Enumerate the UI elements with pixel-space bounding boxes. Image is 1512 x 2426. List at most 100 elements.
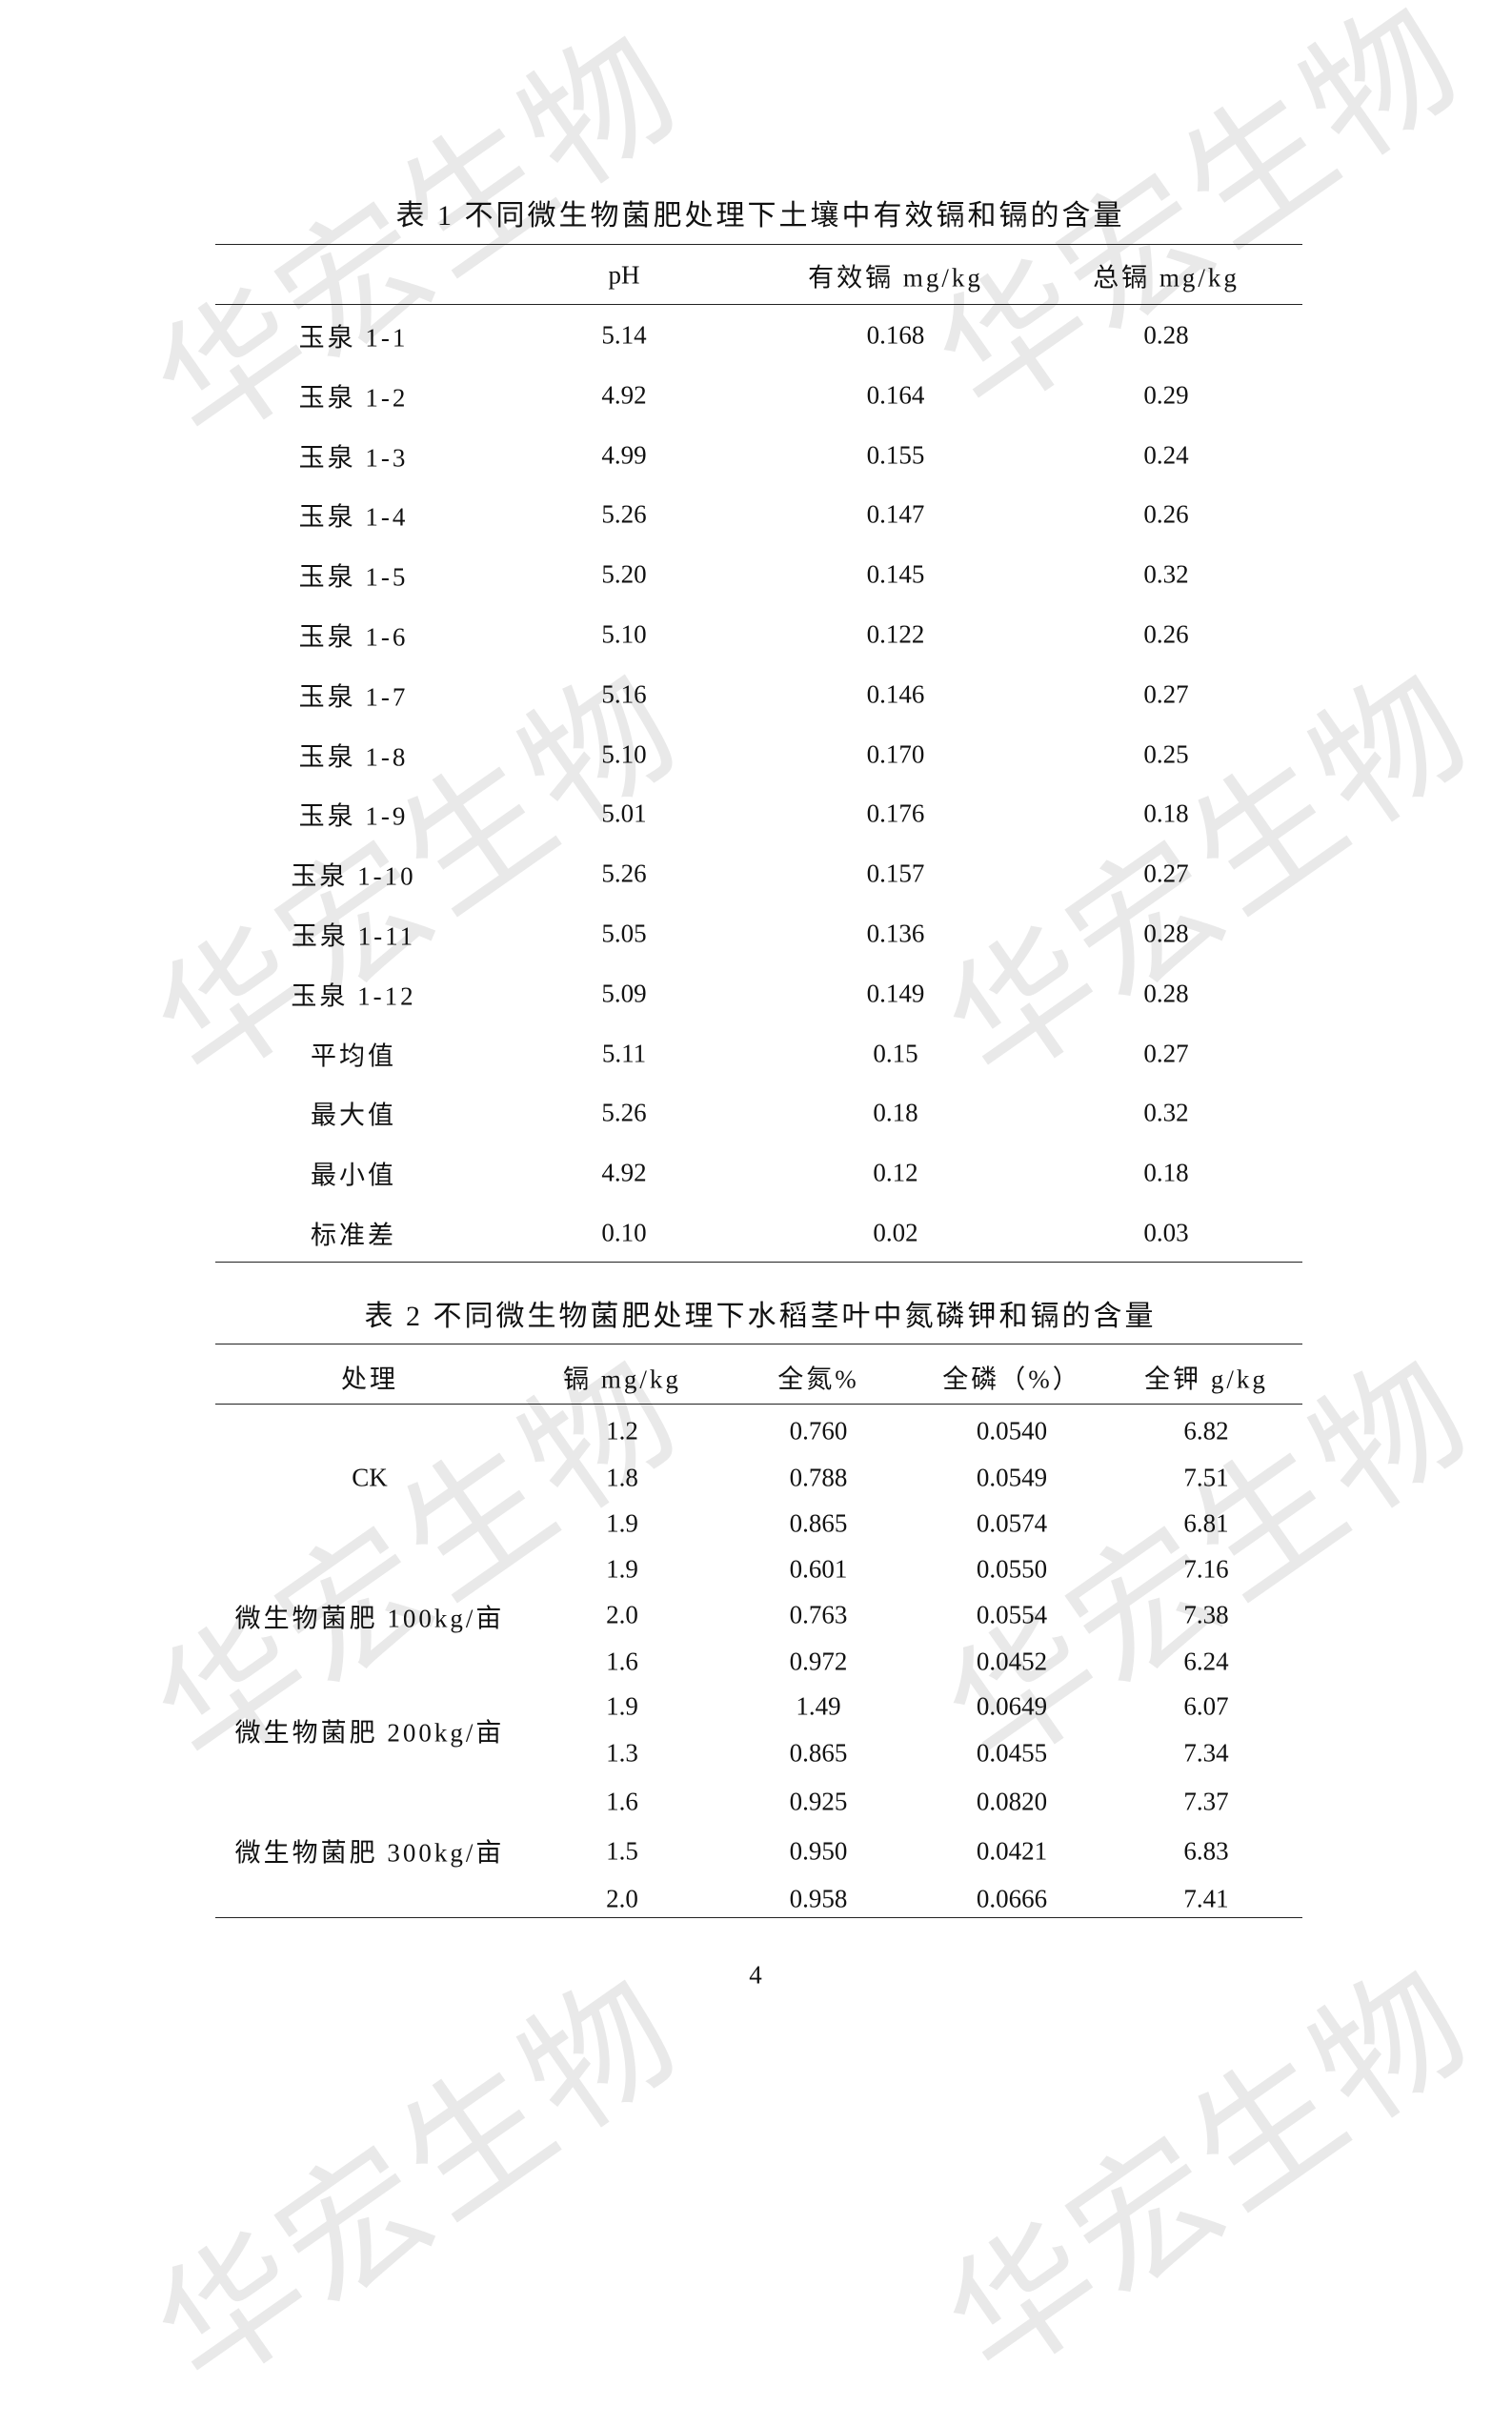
table2-cell: 1.2 — [606, 1416, 638, 1445]
table2-cell: 7.41 — [1183, 1884, 1229, 1913]
table2-cell: 7.16 — [1183, 1554, 1229, 1584]
table2-cell: 1.5 — [606, 1836, 638, 1866]
table1-cell: 0.28 — [1143, 320, 1189, 350]
watermark: 华宏生物 — [128, 0, 711, 476]
table1-cell: 玉泉 1-11 — [291, 921, 416, 951]
table1-cell: 0.27 — [1143, 679, 1189, 709]
table1-cell: 4.99 — [601, 440, 647, 470]
table2-cell: 0.760 — [789, 1416, 848, 1445]
table2-header-cell: 处理 — [341, 1365, 398, 1394]
table1-cell: 5.26 — [601, 499, 647, 529]
table1-cell: 0.27 — [1143, 1039, 1189, 1068]
table1-cell: 5.10 — [601, 619, 647, 649]
table1-cell: 标准差 — [311, 1221, 396, 1250]
table1-cell: 0.147 — [866, 499, 925, 529]
table1-cell: 玉泉 1-12 — [291, 981, 416, 1011]
table1-cell: 0.28 — [1143, 979, 1189, 1008]
watermark: 华宏生物 — [918, 1933, 1502, 2411]
table1-cell: 5.10 — [601, 739, 647, 769]
table1-cell: 0.26 — [1143, 499, 1189, 529]
table1-cell: 0.122 — [866, 619, 925, 649]
table1-cell: 0.25 — [1143, 739, 1189, 769]
table1-cell: 5.16 — [601, 679, 647, 709]
table2-cell: 1.9 — [606, 1691, 638, 1721]
table1-cell: 0.28 — [1143, 919, 1189, 948]
table1-cell: 0.02 — [873, 1218, 918, 1247]
table1-cell: 0.03 — [1143, 1218, 1189, 1247]
table2-cell: 6.24 — [1183, 1647, 1229, 1676]
table1-title: 表 1 不同微生物菌肥处理下土壤中有效镉和镉的含量 — [395, 200, 1125, 232]
table2-cell: 0.0452 — [976, 1647, 1048, 1676]
table1-header-cell: pH — [608, 260, 640, 290]
table1-cell: 玉泉 1-4 — [298, 502, 409, 532]
table1-cell: 0.24 — [1143, 440, 1189, 470]
table1-cell: 0.32 — [1143, 1098, 1189, 1127]
table2-header-rule — [215, 1404, 1302, 1405]
table1-cell: 4.92 — [601, 380, 647, 410]
table1-header-rule — [215, 304, 1302, 305]
table2-header-cell: 全磷（%） — [942, 1365, 1081, 1394]
table2-cell: 0.865 — [789, 1738, 848, 1768]
table2-cell: 0.0574 — [976, 1508, 1048, 1538]
table1-cell: 0.168 — [866, 320, 925, 350]
table2-cell: 0.0820 — [976, 1787, 1048, 1816]
watermark: 华宏生物 — [918, 637, 1502, 1115]
table2-group-label: CK — [352, 1463, 388, 1491]
table1-cell: 最小值 — [311, 1161, 396, 1190]
table1-cell: 0.149 — [866, 979, 925, 1008]
table2-cell: 0.925 — [789, 1787, 848, 1816]
table1-header-cell: 总镉 mg/kg — [1093, 263, 1240, 293]
table1-cell: 0.10 — [601, 1218, 647, 1247]
table2-bottom-rule — [215, 1917, 1302, 1918]
table1-cell: 0.145 — [866, 559, 925, 589]
table2-cell: 0.0550 — [976, 1554, 1048, 1584]
table2-cell: 7.34 — [1183, 1738, 1229, 1768]
table2-group-label: 微生物菌肥 200kg/亩 — [234, 1718, 505, 1747]
table2-cell: 0.865 — [789, 1508, 848, 1538]
table1-top-rule — [215, 244, 1302, 245]
table1-cell: 玉泉 1-5 — [298, 562, 409, 592]
table2-cell: 1.3 — [606, 1738, 638, 1768]
table1-cell: 5.01 — [601, 799, 647, 828]
table2-cell: 1.6 — [606, 1787, 638, 1816]
table1-cell: 0.12 — [873, 1158, 918, 1187]
table2-cell: 0.763 — [789, 1600, 848, 1629]
table1-bottom-rule — [215, 1262, 1302, 1263]
table1-cell: 5.05 — [601, 919, 647, 948]
table1-cell: 0.176 — [866, 799, 925, 828]
table2-cell: 0.958 — [789, 1884, 848, 1913]
table1-cell: 0.27 — [1143, 859, 1189, 888]
table2-cell: 6.07 — [1183, 1691, 1229, 1721]
table1-cell: 5.09 — [601, 979, 647, 1008]
table2-cell: 0.0666 — [976, 1884, 1048, 1913]
table2-cell: 0.0554 — [976, 1600, 1048, 1629]
table1-cell: 0.29 — [1143, 380, 1189, 410]
table1-cell: 0.170 — [866, 739, 925, 769]
table2-cell: 7.38 — [1183, 1600, 1229, 1629]
table2-group-label: 微生物菌肥 100kg/亩 — [234, 1604, 505, 1632]
table1-cell: 0.164 — [866, 380, 925, 410]
table2-cell: 2.0 — [606, 1600, 638, 1629]
table1-cell: 0.155 — [866, 440, 925, 470]
table1-cell: 玉泉 1-1 — [298, 323, 409, 353]
table2-header-cell: 全钾 g/kg — [1144, 1365, 1268, 1394]
table1-cell: 0.15 — [873, 1039, 918, 1068]
table1-cell: 0.18 — [1143, 799, 1189, 828]
table1-cell: 玉泉 1-3 — [298, 443, 409, 473]
table1-cell: 玉泉 1-6 — [298, 622, 409, 652]
table2-header-cell: 全氮% — [777, 1365, 859, 1394]
table2-group-label: 微生物菌肥 300kg/亩 — [234, 1838, 505, 1868]
table2-cell: 7.37 — [1183, 1787, 1229, 1816]
table2-cell: 1.49 — [796, 1691, 841, 1721]
watermark: 华宏生物 — [128, 1943, 711, 2420]
table2-cell: 7.51 — [1183, 1463, 1229, 1492]
table2-cell: 0.788 — [789, 1463, 848, 1492]
table2-cell: 1.8 — [606, 1463, 638, 1492]
table1-cell: 4.92 — [601, 1158, 647, 1187]
table1-cell: 玉泉 1-7 — [298, 682, 409, 712]
table1-cell: 0.18 — [1143, 1158, 1189, 1187]
table2-cell: 0.950 — [789, 1836, 848, 1866]
table1-cell: 玉泉 1-9 — [298, 801, 409, 831]
table1-cell: 0.136 — [866, 919, 925, 948]
table2-cell: 6.83 — [1183, 1836, 1229, 1866]
